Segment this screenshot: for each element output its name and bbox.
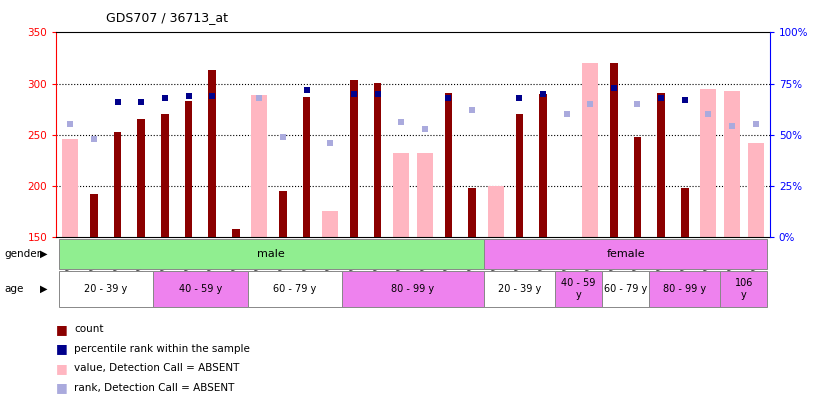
Text: ■: ■ bbox=[56, 342, 68, 355]
Bar bbox=[59, 271, 153, 307]
Text: 106
y: 106 y bbox=[734, 278, 753, 300]
Bar bbox=[468, 188, 476, 237]
Text: 80 - 99 y: 80 - 99 y bbox=[663, 284, 706, 294]
Bar bbox=[484, 239, 767, 269]
Bar bbox=[374, 83, 382, 237]
Bar bbox=[681, 188, 689, 237]
Bar bbox=[720, 271, 767, 307]
Text: 40 - 59 y: 40 - 59 y bbox=[178, 284, 222, 294]
Bar bbox=[748, 143, 764, 237]
Bar bbox=[161, 114, 169, 237]
Text: 80 - 99 y: 80 - 99 y bbox=[392, 284, 434, 294]
Text: female: female bbox=[606, 249, 645, 259]
Bar bbox=[555, 271, 602, 307]
Text: GDS707 / 36713_at: GDS707 / 36713_at bbox=[106, 11, 228, 24]
Bar bbox=[153, 271, 248, 307]
Bar bbox=[322, 211, 339, 237]
Text: ▶: ▶ bbox=[40, 249, 47, 259]
Bar bbox=[114, 132, 121, 237]
Text: 60 - 79 y: 60 - 79 y bbox=[273, 284, 316, 294]
Text: value, Detection Call = ABSENT: value, Detection Call = ABSENT bbox=[74, 363, 240, 373]
Bar bbox=[208, 70, 216, 237]
Text: ■: ■ bbox=[56, 362, 68, 375]
Bar bbox=[137, 119, 145, 237]
Bar bbox=[232, 229, 240, 237]
Bar bbox=[279, 191, 287, 237]
Bar bbox=[602, 271, 649, 307]
Bar bbox=[59, 239, 484, 269]
Text: count: count bbox=[74, 324, 104, 334]
Bar bbox=[251, 95, 268, 237]
Bar bbox=[484, 271, 555, 307]
Bar bbox=[515, 114, 523, 237]
Bar bbox=[539, 94, 547, 237]
Text: ■: ■ bbox=[56, 381, 68, 394]
Text: 60 - 79 y: 60 - 79 y bbox=[604, 284, 648, 294]
Text: rank, Detection Call = ABSENT: rank, Detection Call = ABSENT bbox=[74, 383, 235, 392]
Bar bbox=[487, 186, 504, 237]
Bar bbox=[393, 153, 409, 237]
Bar bbox=[90, 194, 97, 237]
Bar bbox=[582, 63, 598, 237]
Bar bbox=[342, 271, 484, 307]
Text: gender: gender bbox=[4, 249, 41, 259]
Bar bbox=[610, 63, 618, 237]
Bar bbox=[350, 81, 358, 237]
Text: percentile rank within the sample: percentile rank within the sample bbox=[74, 344, 250, 354]
Text: age: age bbox=[4, 284, 23, 294]
Text: ▶: ▶ bbox=[40, 284, 47, 294]
Text: 20 - 39 y: 20 - 39 y bbox=[498, 284, 541, 294]
Bar bbox=[724, 91, 740, 237]
Bar bbox=[303, 97, 311, 237]
Bar bbox=[185, 101, 192, 237]
Bar bbox=[62, 139, 78, 237]
Bar bbox=[417, 153, 433, 237]
Bar bbox=[657, 93, 665, 237]
Bar bbox=[700, 89, 716, 237]
Text: male: male bbox=[258, 249, 285, 259]
Text: ■: ■ bbox=[56, 323, 68, 336]
Bar bbox=[248, 271, 342, 307]
Bar bbox=[649, 271, 720, 307]
Text: 40 - 59
y: 40 - 59 y bbox=[561, 278, 596, 300]
Bar bbox=[444, 93, 452, 237]
Text: 20 - 39 y: 20 - 39 y bbox=[84, 284, 127, 294]
Bar bbox=[634, 137, 641, 237]
